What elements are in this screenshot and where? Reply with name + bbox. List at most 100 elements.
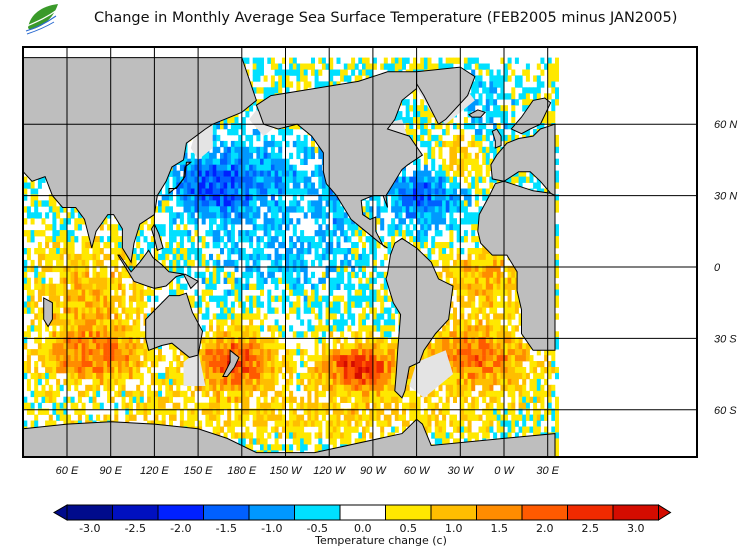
anomaly-cell [296,206,301,213]
anomaly-cell [118,343,122,350]
anomaly-cell [445,224,450,231]
anomaly-cell [201,277,206,284]
anomaly-cell [179,349,184,356]
anomaly-cell [190,200,195,207]
anomaly-cell [74,259,79,267]
anomaly-cell [118,355,122,362]
anomaly-cell [270,152,275,160]
anomaly-cell [511,117,516,124]
anomaly-cell [300,319,305,326]
anomaly-cell [482,337,487,344]
anomaly-cell [234,337,239,344]
anomaly-cell [354,248,359,255]
anomaly-cell [26,253,31,261]
anomaly-cell [249,331,254,338]
anomaly-cell [507,271,512,279]
anomaly-cell [525,349,530,356]
anomaly-cell [187,218,192,225]
anomaly-cell [198,271,203,279]
anomaly-cell [347,301,352,308]
anomaly-cell [496,146,501,154]
anomaly-cell [169,242,173,249]
anomaly-cell [434,343,439,350]
anomaly-cell [525,93,530,100]
anomaly-cell [376,337,381,344]
anomaly-cell [260,319,264,326]
anomaly-cell [474,182,479,189]
anomaly-cell [252,325,257,332]
anomaly-cell [256,170,261,177]
anomaly-cell [223,331,228,338]
anomaly-cell [96,355,101,362]
anomaly-cell [372,63,377,70]
anomaly-cell [274,259,279,267]
anomaly-cell [252,182,257,189]
anomaly-cell [267,218,272,225]
anomaly-cell [48,265,53,273]
anomaly-cell [500,337,505,344]
anomaly-cell [296,248,301,255]
anomaly-cell [147,295,152,302]
anomaly-cell [85,289,90,296]
anomaly-cell [132,248,137,255]
anomaly-cell [449,218,454,225]
anomaly-cell [332,277,337,284]
anomaly-cell [434,188,439,195]
anomaly-cell [96,289,101,296]
anomaly-cell [493,331,498,338]
anomaly-cell [216,337,221,344]
anomaly-cell [245,218,250,225]
anomaly-cell [165,206,170,213]
anomaly-cell [234,170,239,177]
anomaly-cell [307,236,312,243]
anomaly-cell [463,218,468,225]
anomaly-cell [227,170,232,177]
anomaly-cell [263,93,268,100]
anomaly-cell [514,134,519,142]
anomaly-cell [154,355,159,362]
anomaly-cell [263,152,268,160]
anomaly-cell [478,265,483,273]
anomaly-cell [514,343,519,350]
anomaly-cell [187,253,192,261]
anomaly-cell [67,242,71,249]
anomaly-cell [485,319,490,326]
anomaly-cell [544,349,549,356]
anomaly-cell [249,218,254,225]
anomaly-cell [176,259,181,267]
anomaly-cell [456,265,461,273]
anomaly-cell [336,349,341,356]
anomaly-cell [252,57,257,64]
anomaly-cell [314,331,319,338]
anomaly-cell [209,218,213,225]
anomaly-cell [420,200,425,207]
anomaly-cell [63,343,68,350]
anomaly-cell [555,337,559,344]
anomaly-cell [318,146,323,154]
anomaly-cell [296,140,301,148]
anomaly-cell [460,301,465,308]
anomaly-cell [245,331,250,338]
anomaly-cell [201,289,206,296]
anomaly-cell [292,200,297,207]
anomaly-cell [41,343,46,350]
anomaly-cell [190,236,195,243]
anomaly-cell [52,236,57,243]
anomaly-cell [387,343,392,350]
anomaly-cell [485,158,490,165]
anomaly-cell [209,206,213,213]
anomaly-cell [260,152,264,160]
anomaly-cell [402,218,406,225]
anomaly-cell [289,206,294,213]
anomaly-cell [179,236,184,243]
anomaly-cell [96,248,101,255]
anomaly-cell [212,259,217,267]
anomaly-cell [434,331,439,338]
anomaly-cell [238,140,243,148]
anomaly-cell [128,307,133,314]
anomaly-cell [270,242,275,249]
anomaly-cell [234,200,239,207]
anomaly-cell [52,230,57,237]
anomaly-cell [325,194,330,201]
anomaly-cell [456,343,461,350]
